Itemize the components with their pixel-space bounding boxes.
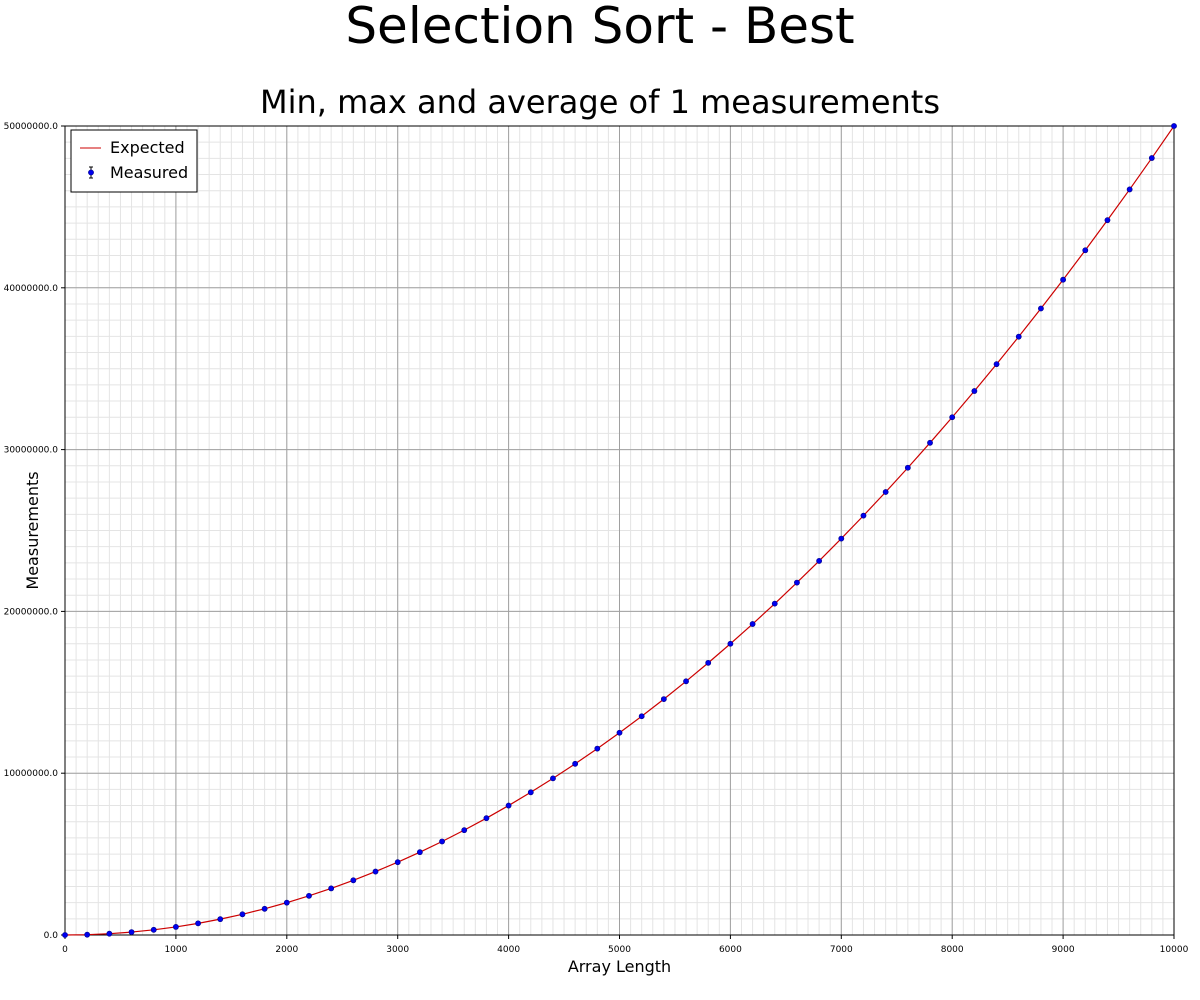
y-tick-label: 0.0 (44, 931, 59, 941)
measured-point (483, 815, 490, 822)
measured-point (949, 414, 956, 421)
measured-point (106, 930, 113, 937)
measured-point (195, 920, 201, 927)
y-axis-label: Measurements (23, 471, 42, 589)
measured-point (172, 924, 179, 930)
measured-point (616, 729, 623, 736)
measured-point (572, 760, 579, 767)
measured-point (439, 838, 445, 845)
measured-point (261, 905, 268, 912)
measured-point (838, 535, 845, 542)
measured-point (1171, 123, 1177, 129)
x-tick-label: 2000 (275, 945, 298, 955)
y-tick-label: 30000000.0 (4, 446, 59, 456)
series-layer (62, 123, 1177, 938)
measured-point (816, 558, 823, 564)
measured-point (727, 640, 734, 647)
measured-point (882, 489, 889, 495)
measured-point (350, 877, 357, 884)
measured-point (372, 868, 379, 875)
measured-point (306, 892, 312, 899)
measured-point (1060, 276, 1066, 283)
measured-point (705, 659, 712, 666)
measured-point (84, 931, 91, 938)
measured-point (328, 885, 335, 892)
legend-measured-label: Measured (110, 163, 188, 182)
legend-measured-swatch (88, 166, 94, 179)
measured-point (749, 621, 756, 627)
legend-expected-label: Expected (110, 138, 185, 157)
measured-point (416, 849, 423, 856)
measured-point (527, 789, 534, 796)
chart-subtitle: Min, max and average of 1 measurements (259, 83, 941, 121)
measured-point (461, 827, 468, 834)
y-tick-label: 40000000.0 (4, 284, 59, 294)
measured-point (505, 802, 512, 809)
measured-point (683, 678, 689, 685)
measured-point (771, 600, 778, 607)
x-tick-label: 0 (62, 945, 68, 955)
measured-point (217, 916, 224, 923)
x-tick-label: 9000 (1052, 945, 1075, 955)
measured-point (638, 713, 645, 720)
y-axis: 0.0 10000000.0 20000000.0 30000000.0 4000000… (4, 122, 65, 941)
measured-point (128, 929, 135, 935)
x-tick-label: 4000 (497, 945, 520, 955)
x-axis: 0 1000 2000 3000 4000 5000 6000 7000 8000 9000 100… (62, 935, 1189, 955)
measured-point (1126, 186, 1133, 193)
x-tick-label: 5000 (608, 945, 631, 955)
measured-point (594, 745, 601, 752)
measured-point (150, 926, 157, 933)
measured-point (1148, 155, 1155, 161)
y-tick-label: 20000000.0 (4, 607, 59, 617)
measured-point (971, 388, 978, 394)
measured-point (1104, 217, 1111, 224)
measured-point (62, 932, 68, 938)
measured-point (1082, 247, 1089, 254)
measured-point (283, 899, 290, 906)
measured-point (1015, 333, 1022, 340)
measured-point (239, 911, 246, 918)
legend-measured-point (88, 169, 94, 176)
measured-point (660, 696, 667, 702)
measured-point (1038, 305, 1044, 312)
chart-title: Selection Sort - Best (345, 0, 855, 55)
x-tick-label: 1000 (164, 945, 187, 955)
x-tick-label: 6000 (719, 945, 742, 955)
legend-box (70, 129, 198, 193)
y-tick-label: 50000000.0 (4, 122, 59, 132)
legend: Expected Measured (70, 129, 198, 193)
x-tick-label: 10000 (1160, 945, 1189, 955)
x-tick-label: 8000 (941, 945, 964, 955)
x-tick-label: 3000 (386, 945, 409, 955)
y-tick-label: 10000000.0 (4, 769, 59, 779)
measured-point (860, 512, 867, 519)
measured-point (794, 579, 800, 586)
measured-point (927, 439, 933, 446)
measured-point (550, 775, 556, 782)
x-tick-label: 7000 (830, 945, 853, 955)
measured-point (394, 859, 401, 866)
measured-point (993, 361, 1000, 368)
x-axis-label: Array Length (568, 957, 671, 976)
measured-point (904, 464, 911, 471)
